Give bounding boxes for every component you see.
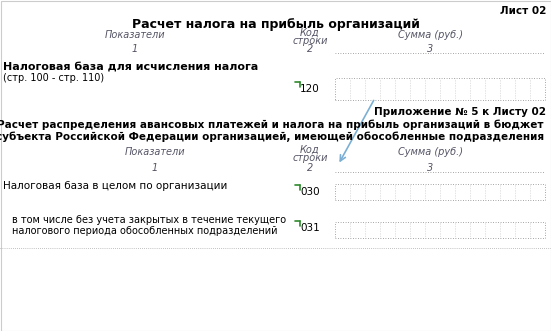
Text: 030: 030 — [300, 187, 320, 197]
Text: Код: Код — [300, 28, 320, 38]
Text: Сумма (руб.): Сумма (руб.) — [397, 30, 462, 40]
Text: субъекта Российской Федерации организацией, имеющей обособленные подразделения: субъекта Российской Федерации организаци… — [0, 132, 544, 143]
Text: налогового периода обособленных подразделений: налогового периода обособленных подразде… — [12, 226, 278, 236]
Text: Приложение № 5 к Листу 02: Приложение № 5 к Листу 02 — [374, 107, 546, 117]
Text: 1: 1 — [132, 44, 138, 54]
Text: Расчет налога на прибыль организаций: Расчет налога на прибыль организаций — [132, 18, 419, 31]
Text: в том числе без учета закрытых в течение текущего: в том числе без учета закрытых в течение… — [12, 215, 286, 225]
Text: Лист 02: Лист 02 — [500, 6, 546, 16]
Text: Показатели: Показатели — [125, 147, 185, 157]
Text: 031: 031 — [300, 223, 320, 233]
Bar — [335, 78, 545, 100]
Text: Налоговая база в целом по организации: Налоговая база в целом по организации — [3, 181, 228, 191]
Text: 1: 1 — [152, 163, 158, 173]
Text: Показатели: Показатели — [105, 30, 165, 40]
Text: Код: Код — [300, 145, 320, 155]
Bar — [335, 222, 545, 238]
Text: 3: 3 — [427, 163, 433, 173]
Bar — [335, 184, 545, 200]
Text: 3: 3 — [427, 44, 433, 54]
Text: Расчет распределения авансовых платежей и налога на прибыль организаций в бюджет: Расчет распределения авансовых платежей … — [0, 120, 544, 130]
Text: строки: строки — [292, 153, 328, 163]
Text: 2: 2 — [307, 44, 313, 54]
Text: строки: строки — [292, 36, 328, 46]
Text: Сумма (руб.): Сумма (руб.) — [397, 147, 462, 157]
Text: 120: 120 — [300, 84, 320, 94]
Text: (стр. 100 - стр. 110): (стр. 100 - стр. 110) — [3, 73, 104, 83]
Text: Налоговая база для исчисления налога: Налоговая база для исчисления налога — [3, 62, 258, 72]
Text: 2: 2 — [307, 163, 313, 173]
